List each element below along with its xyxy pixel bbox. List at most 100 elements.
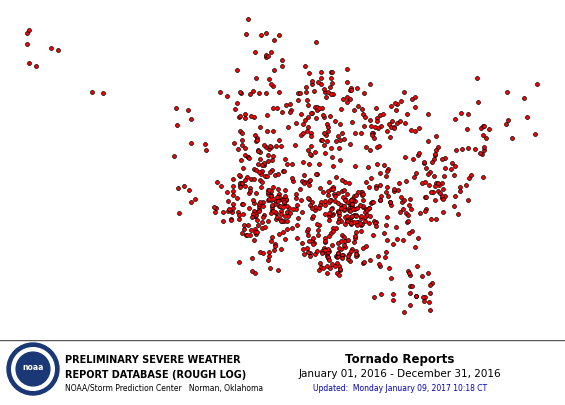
Point <box>202 147 211 153</box>
Point <box>340 203 349 209</box>
Point <box>351 162 360 169</box>
Point <box>255 156 264 162</box>
Point <box>434 144 443 150</box>
Point <box>306 110 315 117</box>
Point <box>398 205 407 212</box>
Point <box>399 237 408 243</box>
Point <box>227 209 236 215</box>
Point <box>328 225 337 232</box>
Point <box>263 52 272 59</box>
Point <box>340 234 349 240</box>
Point <box>46 45 55 51</box>
Point <box>273 214 282 220</box>
Point <box>277 196 286 202</box>
Point <box>320 89 329 96</box>
Point <box>249 196 258 203</box>
Point <box>328 241 337 248</box>
Point <box>357 106 366 113</box>
Point <box>319 142 328 149</box>
Point <box>261 53 270 60</box>
Point <box>324 124 333 130</box>
Point <box>254 208 263 214</box>
Point <box>254 146 263 153</box>
Point <box>332 253 341 260</box>
Point <box>262 51 271 58</box>
Point <box>455 184 464 190</box>
Point <box>320 150 329 156</box>
Point <box>259 160 268 166</box>
Point <box>290 142 299 148</box>
Point <box>431 182 440 189</box>
Point <box>336 266 345 273</box>
Point <box>427 189 436 196</box>
Point <box>23 29 32 36</box>
Point <box>321 249 331 256</box>
Point <box>251 138 260 145</box>
Point <box>325 196 334 203</box>
Point <box>291 206 300 213</box>
Point <box>441 165 450 171</box>
Point <box>325 113 334 119</box>
Point <box>250 132 259 138</box>
Point <box>406 290 415 296</box>
Point <box>266 143 275 149</box>
Point <box>359 202 368 209</box>
Point <box>299 121 308 127</box>
Point <box>331 263 340 269</box>
Point <box>244 153 253 160</box>
Point <box>237 142 246 148</box>
Point <box>411 243 420 250</box>
Point <box>315 201 324 208</box>
Point <box>530 130 539 137</box>
Point <box>251 209 260 215</box>
Point <box>396 117 405 124</box>
Point <box>331 117 340 124</box>
Point <box>383 168 392 175</box>
Point <box>342 217 351 224</box>
Point <box>334 145 343 151</box>
Point <box>426 216 435 222</box>
Point <box>340 205 349 211</box>
Point <box>250 270 259 277</box>
Point <box>336 205 345 211</box>
Point <box>351 130 360 136</box>
Point <box>230 140 239 146</box>
Point <box>323 255 332 262</box>
Point <box>406 195 415 202</box>
Point <box>383 128 392 134</box>
Point <box>446 166 455 173</box>
Point <box>336 266 345 273</box>
Point <box>334 245 344 251</box>
Point <box>458 145 467 152</box>
Point <box>237 180 246 187</box>
Point <box>337 252 346 259</box>
Point <box>344 256 353 262</box>
Point <box>346 87 355 94</box>
Point <box>259 250 268 256</box>
Point <box>247 214 257 220</box>
Point <box>382 237 391 243</box>
Point <box>251 190 260 196</box>
Point <box>229 188 238 194</box>
Point <box>320 245 329 251</box>
Text: January 01, 2016 - December 31, 2016: January 01, 2016 - December 31, 2016 <box>299 369 501 379</box>
Point <box>260 162 269 168</box>
Point <box>336 218 345 224</box>
Point <box>307 133 316 139</box>
Point <box>53 47 62 53</box>
Point <box>337 237 346 244</box>
Point <box>327 75 336 81</box>
Point <box>303 114 312 120</box>
Point <box>255 124 264 130</box>
Point <box>308 213 318 219</box>
Point <box>172 104 181 111</box>
Point <box>263 256 272 263</box>
Point <box>251 49 260 55</box>
Point <box>321 132 331 138</box>
Point <box>254 148 263 154</box>
Point <box>346 141 355 148</box>
Point <box>223 93 232 100</box>
Point <box>227 215 236 222</box>
Point <box>430 173 439 179</box>
Point <box>244 153 253 160</box>
